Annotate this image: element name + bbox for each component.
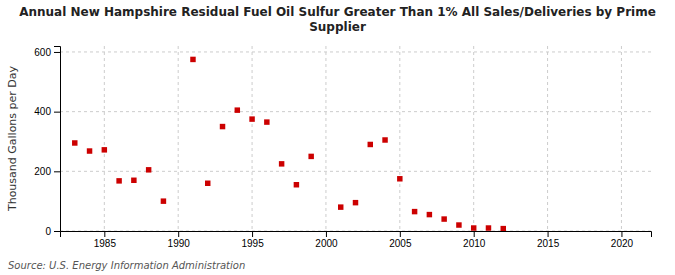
- grid-line-x: [104, 46, 105, 231]
- y-tick-mark: [54, 171, 60, 172]
- grid-line-x: [547, 46, 548, 231]
- x-axis: 1985 1990 1995 2000 2005 2010 2015 2020: [61, 231, 652, 249]
- x-tick-mark: [104, 231, 105, 237]
- x-tick: 2015: [537, 231, 560, 249]
- point: [353, 200, 358, 205]
- grid-line-y: [60, 51, 651, 52]
- point: [382, 137, 387, 142]
- point: [72, 140, 77, 145]
- point: [308, 154, 313, 159]
- y-tick-label: 0: [45, 226, 51, 237]
- title-line: Annual New Hampshire Residual Fuel Oil S…: [19, 5, 656, 19]
- y-axis: 0 200 400 600: [34, 47, 60, 237]
- point: [441, 216, 446, 221]
- point: [471, 225, 476, 230]
- grid-line-x: [399, 46, 400, 231]
- x-tick: 2005: [389, 231, 412, 249]
- point: [397, 176, 402, 181]
- y-tick-label: 600: [34, 47, 51, 58]
- point: [456, 222, 461, 227]
- y-axis-line: [54, 47, 61, 232]
- grid-line-y: [60, 111, 651, 112]
- point: [338, 204, 343, 209]
- x-tick-mark: [621, 231, 622, 237]
- x-tick-mark: [548, 231, 549, 237]
- point: [264, 119, 269, 124]
- grid: [60, 46, 651, 231]
- x-tick-label: 2000: [315, 238, 338, 249]
- grid-line-x: [252, 46, 253, 231]
- x-tick-mark: [474, 231, 475, 237]
- x-tick: 1995: [241, 231, 264, 249]
- title: Annual New Hampshire Residual Fuel Oil S…: [19, 5, 656, 34]
- x-tick-mark: [252, 231, 253, 237]
- point: [427, 212, 432, 217]
- x-tick-label: 2015: [537, 238, 560, 249]
- title-line: Supplier: [309, 20, 366, 34]
- grid-line-x: [621, 46, 622, 231]
- source: Source: U.S. Energy Information Administ…: [8, 260, 245, 271]
- y-tick: 400: [34, 106, 60, 117]
- x-tick: 1985: [94, 231, 117, 249]
- x-tick-label: 1985: [94, 238, 117, 249]
- point: [235, 107, 240, 112]
- point: [116, 178, 121, 183]
- point: [486, 225, 491, 230]
- y-tick-label: 200: [34, 166, 51, 177]
- point: [501, 226, 506, 231]
- point: [161, 198, 166, 203]
- point: [294, 182, 299, 187]
- plot: 1985 1990 1995 2000 2005 2010 2015 2020 0 200 400 6…: [34, 46, 651, 249]
- y-tick: 600: [34, 47, 60, 58]
- point: [146, 167, 151, 172]
- y-tick-mark: [54, 112, 60, 113]
- x-tick: 2020: [611, 231, 634, 249]
- chart: Annual New Hampshire Residual Fuel Oil S…: [0, 0, 675, 275]
- point: [205, 181, 210, 186]
- point: [249, 116, 254, 121]
- points: [72, 57, 506, 231]
- x-tick-mark: [400, 231, 401, 237]
- point: [131, 178, 136, 183]
- y-tick-label: 400: [34, 106, 51, 117]
- y-tick: 200: [34, 166, 60, 177]
- x-tick: 1990: [168, 231, 191, 249]
- x-tick-label: 2010: [463, 238, 486, 249]
- x-tick-label: 1990: [168, 238, 191, 249]
- x-tick-mark: [326, 231, 327, 237]
- point: [220, 124, 225, 129]
- grid-line-x: [473, 46, 474, 231]
- grid-line-x: [325, 46, 326, 231]
- point: [102, 147, 107, 152]
- y-tick: 0: [45, 226, 60, 237]
- grid-line-x: [178, 46, 179, 231]
- x-axis-line: [61, 232, 652, 238]
- x-tick-label: 2020: [611, 238, 634, 249]
- point: [412, 209, 417, 214]
- x-tick: 2000: [315, 231, 338, 249]
- x-tick-label: 2005: [389, 238, 412, 249]
- y-tick-mark: [54, 231, 60, 232]
- point: [279, 161, 284, 166]
- x-tick-label: 1995: [241, 238, 264, 249]
- y-axis-title: Thousand Gallons per Day: [6, 65, 19, 212]
- x-tick-mark: [178, 231, 179, 237]
- y-tick-mark: [54, 52, 60, 53]
- point: [87, 148, 92, 153]
- point: [368, 142, 373, 147]
- point: [190, 57, 195, 62]
- x-tick: 2010: [463, 231, 486, 249]
